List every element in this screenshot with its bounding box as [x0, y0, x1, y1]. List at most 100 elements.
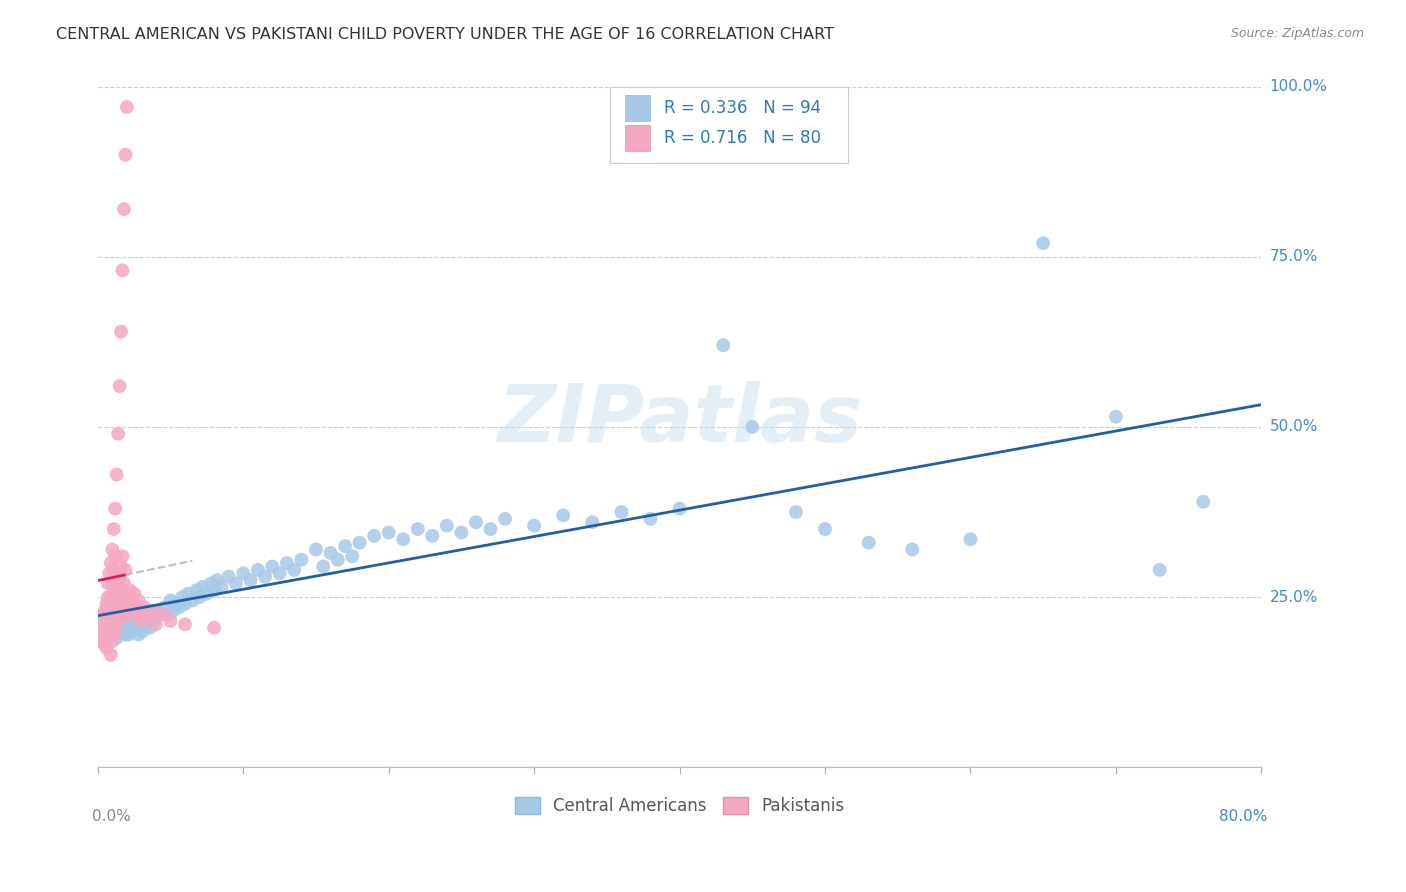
Point: [103, 563, 125, 577]
Point: [494, 512, 516, 526]
Text: R = 0.716   N = 80: R = 0.716 N = 80: [665, 129, 821, 147]
Point: [117, 590, 139, 604]
Point: [97, 590, 120, 604]
Text: 75.0%: 75.0%: [1270, 249, 1317, 264]
Point: [269, 566, 291, 581]
Point: [105, 467, 128, 482]
Point: [121, 597, 143, 611]
Point: [114, 614, 136, 628]
Point: [392, 533, 415, 547]
Point: [283, 563, 305, 577]
FancyBboxPatch shape: [624, 95, 651, 121]
Point: [150, 607, 173, 621]
Point: [96, 624, 118, 639]
Point: [159, 614, 181, 628]
Point: [125, 610, 148, 624]
Point: [98, 600, 121, 615]
Point: [246, 563, 269, 577]
Point: [479, 522, 502, 536]
Point: [202, 583, 225, 598]
Point: [91, 624, 114, 639]
Point: [1105, 409, 1128, 424]
Point: [814, 522, 837, 536]
Point: [100, 610, 122, 624]
Point: [254, 570, 277, 584]
Point: [111, 590, 134, 604]
Point: [124, 607, 146, 621]
Point: [103, 627, 125, 641]
Point: [100, 627, 122, 641]
Point: [107, 576, 129, 591]
Point: [98, 617, 121, 632]
Point: [138, 604, 160, 618]
Point: [128, 593, 150, 607]
Point: [114, 563, 136, 577]
Point: [120, 624, 142, 639]
Point: [152, 607, 174, 621]
Point: [108, 379, 131, 393]
Point: [202, 621, 225, 635]
Point: [120, 604, 142, 618]
Point: [305, 542, 328, 557]
Point: [112, 576, 135, 591]
Point: [312, 559, 335, 574]
Point: [711, 338, 734, 352]
Point: [96, 641, 118, 656]
Point: [139, 621, 162, 635]
Point: [153, 600, 176, 615]
Point: [406, 522, 429, 536]
Point: [131, 614, 153, 628]
Point: [108, 570, 131, 584]
Point: [94, 604, 117, 618]
Point: [165, 597, 187, 611]
Point: [111, 549, 134, 564]
Point: [101, 614, 124, 628]
Point: [172, 590, 194, 604]
Point: [901, 542, 924, 557]
Point: [138, 610, 160, 624]
Point: [349, 535, 371, 549]
Point: [640, 512, 662, 526]
Point: [188, 590, 211, 604]
Point: [181, 593, 204, 607]
Point: [108, 617, 131, 632]
Point: [94, 617, 117, 632]
Point: [319, 546, 342, 560]
Point: [105, 614, 128, 628]
Point: [110, 559, 132, 574]
Point: [94, 634, 117, 648]
Text: 0.0%: 0.0%: [91, 809, 131, 824]
Point: [174, 597, 197, 611]
Point: [91, 631, 114, 645]
Text: ZIPatlas: ZIPatlas: [498, 381, 862, 459]
Point: [262, 559, 284, 574]
Text: 50.0%: 50.0%: [1270, 419, 1317, 434]
Point: [377, 525, 399, 540]
Point: [90, 634, 112, 648]
Point: [97, 621, 120, 635]
Point: [98, 627, 121, 641]
Point: [167, 600, 190, 615]
Point: [209, 580, 232, 594]
Point: [342, 549, 364, 564]
Point: [94, 638, 117, 652]
Point: [112, 610, 135, 624]
Point: [93, 634, 115, 648]
Point: [142, 614, 165, 628]
Point: [100, 590, 122, 604]
Point: [98, 566, 121, 581]
Point: [420, 529, 443, 543]
Point: [134, 600, 156, 615]
Point: [1149, 563, 1171, 577]
Point: [581, 515, 603, 529]
Point: [104, 621, 127, 635]
FancyBboxPatch shape: [624, 125, 651, 152]
Point: [191, 580, 214, 594]
Point: [122, 587, 145, 601]
Point: [128, 627, 150, 641]
Point: [131, 610, 153, 624]
Point: [93, 607, 115, 621]
Point: [97, 621, 120, 635]
Point: [114, 597, 136, 611]
Point: [610, 505, 633, 519]
